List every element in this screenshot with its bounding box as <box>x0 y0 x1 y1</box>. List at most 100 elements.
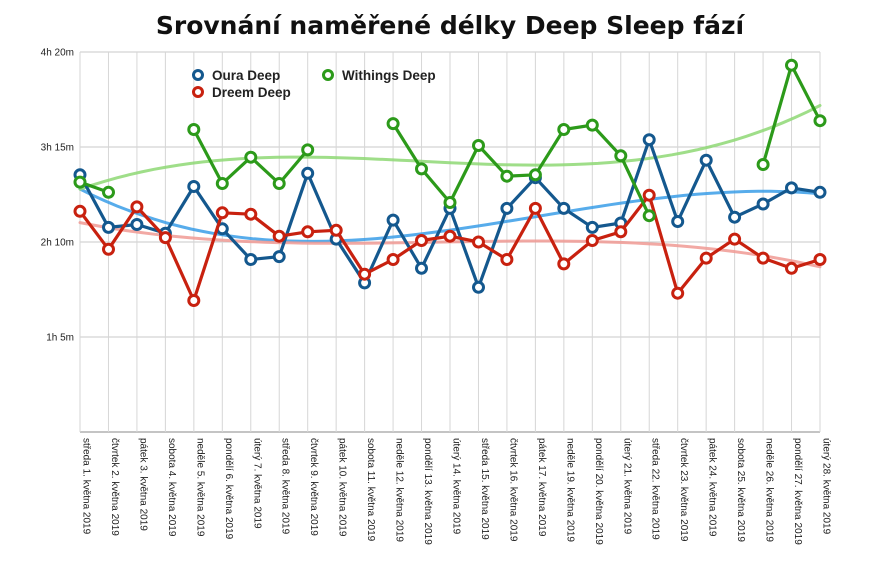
data-point-oura[interactable] <box>728 210 742 224</box>
data-point-dreem[interactable] <box>585 234 599 247</box>
data-point-dreem[interactable] <box>671 286 685 300</box>
data-point-dreem[interactable] <box>215 206 229 220</box>
x-tick-label: pondělí 20. května 2019 <box>593 438 604 545</box>
x-tick-label: sobota 11. května 2019 <box>365 438 376 542</box>
x-tick-label: úterý 14. května 2019 <box>451 438 462 535</box>
x-tick-label: pondělí 27. května 2019 <box>792 438 803 545</box>
data-point-oura[interactable] <box>102 220 115 234</box>
legend-item-oura[interactable]: Oura Deep <box>192 68 281 83</box>
data-point-dreem[interactable] <box>500 253 514 266</box>
data-point-withings[interactable] <box>614 149 628 163</box>
data-point-oura[interactable] <box>415 261 428 275</box>
data-point-oura[interactable] <box>813 185 827 199</box>
x-tick-label: čtvrtek 16. května 2019 <box>507 438 518 542</box>
y-tick-label: 4h 20m <box>41 48 74 59</box>
data-point-withings[interactable] <box>585 118 599 132</box>
x-tick-label: pondělí 13. května 2019 <box>422 438 433 545</box>
data-point-oura[interactable] <box>386 213 400 227</box>
data-point-dreem[interactable] <box>187 294 201 307</box>
data-point-dreem[interactable] <box>614 225 628 239</box>
data-point-oura[interactable] <box>500 201 514 215</box>
data-point-oura[interactable] <box>699 153 713 167</box>
data-point-dreem[interactable] <box>785 261 798 275</box>
legend-item-dreem[interactable]: Dreem Deep <box>192 85 291 100</box>
data-point-dreem[interactable] <box>813 253 827 266</box>
y-tick-label: 3h 15m <box>41 143 74 154</box>
x-tick-label: pátek 17. května 2019 <box>536 438 547 537</box>
legend-marker-withings <box>322 69 334 81</box>
data-point-withings[interactable] <box>756 158 770 171</box>
data-point-oura[interactable] <box>671 215 685 228</box>
series-lines <box>73 58 827 307</box>
data-point-oura[interactable] <box>272 250 286 264</box>
x-tick-label: neděle 12. května 2019 <box>394 438 405 542</box>
data-point-dreem[interactable] <box>472 235 485 249</box>
x-tick-label: středa 15. května 2019 <box>479 438 490 540</box>
data-point-oura[interactable] <box>301 166 315 180</box>
data-point-withings[interactable] <box>386 117 400 131</box>
data-point-withings[interactable] <box>215 177 229 190</box>
data-point-dreem[interactable] <box>130 200 144 214</box>
data-point-dreem[interactable] <box>699 251 713 265</box>
y-tick-label: 1h 5m <box>46 333 74 344</box>
legend-label-withings: Withings Deep <box>342 68 436 83</box>
data-point-dreem[interactable] <box>386 253 400 266</box>
data-point-withings[interactable] <box>557 123 571 136</box>
data-point-withings[interactable] <box>642 209 656 223</box>
data-point-dreem[interactable] <box>728 232 742 246</box>
x-tick-label: středa 1. května 2019 <box>81 438 92 535</box>
data-point-oura[interactable] <box>244 253 258 266</box>
data-point-oura[interactable] <box>642 133 656 147</box>
x-tick-label: pátek 3. května 2019 <box>137 438 148 531</box>
legend-label-dreem: Dreem Deep <box>212 85 291 100</box>
x-tick-label: sobota 25. května 2019 <box>735 438 746 542</box>
data-point-withings[interactable] <box>415 162 428 176</box>
data-point-oura[interactable] <box>756 197 770 211</box>
x-tick-label: pátek 10. května 2019 <box>337 438 348 537</box>
data-point-withings[interactable] <box>528 168 542 182</box>
data-point-withings[interactable] <box>443 196 457 209</box>
data-point-dreem[interactable] <box>329 223 343 237</box>
data-point-oura[interactable] <box>472 280 485 294</box>
legend: Oura Deep Dreem Deep Withings Deep <box>192 68 436 100</box>
x-tick-label: středa 8. května 2019 <box>280 438 291 535</box>
x-tick-label: čtvrtek 2. května 2019 <box>109 438 120 536</box>
data-point-dreem[interactable] <box>557 257 571 271</box>
data-point-dreem[interactable] <box>73 204 87 218</box>
trend-line-withings <box>78 104 822 191</box>
data-point-withings[interactable] <box>187 123 201 136</box>
data-point-withings[interactable] <box>472 139 485 152</box>
data-point-dreem[interactable] <box>301 225 315 239</box>
data-point-oura[interactable] <box>785 181 798 195</box>
data-point-dreem[interactable] <box>102 242 115 256</box>
data-point-dreem[interactable] <box>528 201 542 215</box>
x-tick-label: čtvrtek 23. května 2019 <box>678 438 689 542</box>
data-point-withings[interactable] <box>102 185 115 199</box>
data-point-dreem[interactable] <box>158 231 172 245</box>
y-tick-label: 2h 10m <box>41 238 74 249</box>
data-point-dreem[interactable] <box>642 188 656 202</box>
data-point-withings[interactable] <box>272 177 286 190</box>
data-point-withings[interactable] <box>301 143 315 157</box>
data-point-oura[interactable] <box>585 220 599 234</box>
data-point-withings[interactable] <box>73 175 87 189</box>
data-point-dreem[interactable] <box>415 234 428 247</box>
x-tick-label: středa 22. května 2019 <box>650 438 661 540</box>
legend-marker-oura <box>192 69 204 81</box>
data-point-dreem[interactable] <box>244 207 258 221</box>
x-tick-label: pondělí 6. května 2019 <box>223 438 234 540</box>
data-point-oura[interactable] <box>130 218 144 231</box>
data-point-dreem[interactable] <box>358 267 372 281</box>
data-point-dreem[interactable] <box>272 229 286 243</box>
data-point-withings[interactable] <box>785 58 798 72</box>
data-point-withings[interactable] <box>244 150 258 164</box>
data-point-oura[interactable] <box>557 201 571 215</box>
data-point-dreem[interactable] <box>756 251 770 265</box>
data-point-withings[interactable] <box>813 114 827 128</box>
x-tick-label: sobota 4. května 2019 <box>166 438 177 537</box>
legend-item-withings[interactable]: Withings Deep <box>322 68 436 83</box>
legend-marker-dreem <box>192 86 204 98</box>
data-point-withings[interactable] <box>500 169 514 183</box>
data-point-dreem[interactable] <box>443 229 457 243</box>
data-point-oura[interactable] <box>187 180 201 193</box>
